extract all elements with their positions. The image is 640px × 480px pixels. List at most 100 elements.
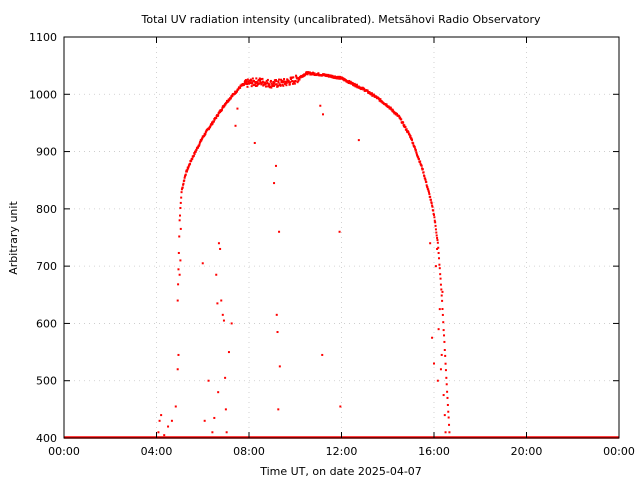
data-point (295, 74, 298, 77)
data-point (185, 170, 188, 173)
data-point (447, 416, 450, 419)
data-point (446, 403, 449, 406)
data-point (178, 235, 181, 238)
data-point (301, 75, 304, 78)
data-point (274, 83, 277, 86)
data-point (231, 94, 234, 97)
data-point (439, 273, 442, 276)
data-point (274, 79, 277, 82)
data-point (448, 431, 451, 434)
data-point (248, 82, 250, 85)
data-point (224, 103, 227, 106)
data-point (417, 158, 420, 161)
data-point (254, 82, 257, 85)
data-point (261, 81, 264, 84)
outlier-point (253, 141, 256, 144)
data-point (259, 79, 262, 82)
data-point (312, 73, 315, 76)
data-point (269, 79, 272, 82)
data-point (385, 103, 388, 106)
outlier-point (440, 353, 443, 356)
data-point (291, 80, 294, 83)
outlier-point (429, 242, 432, 245)
outlier-point (438, 308, 441, 311)
data-point (391, 108, 394, 111)
data-point (291, 76, 294, 79)
outlier-point (319, 104, 322, 107)
data-point (285, 80, 287, 83)
data-point (198, 142, 201, 145)
data-point (279, 84, 282, 87)
data-point (379, 98, 382, 101)
x-axis-label: Time UT, on date 2025-04-07 (259, 465, 422, 478)
data-point (333, 75, 336, 78)
x-tick-label: 00:00 (48, 445, 80, 458)
data-point (400, 118, 403, 121)
data-point (441, 299, 444, 302)
data-point (212, 120, 215, 123)
y-axis-label: Arbitrary unit (7, 201, 20, 275)
data-point (254, 84, 257, 87)
data-point (243, 81, 246, 84)
data-point (281, 83, 284, 86)
data-point (251, 77, 254, 80)
data-point (355, 85, 358, 88)
outlier-point (322, 113, 324, 116)
data-point (357, 85, 360, 88)
data-point (198, 144, 201, 147)
data-point (278, 78, 281, 81)
outlier-point (434, 265, 437, 268)
data-point (437, 252, 440, 254)
outlier-point (201, 262, 204, 265)
data-point (408, 133, 411, 136)
y-tick-label: 800 (36, 203, 57, 216)
data-point (422, 171, 425, 174)
outlier-point (321, 353, 324, 356)
data-point (229, 97, 232, 100)
data-point (448, 423, 451, 426)
data-point (313, 72, 316, 75)
data-point (403, 124, 406, 127)
data-point (211, 123, 214, 126)
data-point (183, 176, 186, 179)
outlier-point (357, 139, 360, 142)
outlier-point (211, 431, 214, 434)
data-point (412, 142, 415, 145)
data-point (441, 308, 444, 311)
data-point (363, 88, 366, 91)
data-point (425, 181, 428, 184)
data-point (286, 78, 289, 81)
data-point (410, 137, 413, 140)
outlier-point (179, 259, 182, 262)
data-point (189, 162, 192, 165)
data-point (433, 219, 436, 222)
data-point (187, 167, 190, 170)
y-tick-label: 600 (36, 317, 57, 330)
data-point (442, 321, 445, 324)
data-point (428, 193, 431, 196)
data-point (368, 91, 371, 94)
data-point (249, 82, 252, 85)
outlier-point (203, 419, 206, 422)
data-point (191, 157, 194, 160)
data-point (281, 81, 284, 84)
data-point (182, 183, 185, 186)
data-point (414, 149, 417, 152)
outlier-point (178, 273, 181, 276)
data-point (244, 79, 247, 82)
x-tick-label: 16:00 (418, 445, 450, 458)
data-point (221, 108, 224, 111)
outlier-point (441, 290, 444, 293)
data-point (317, 72, 320, 75)
data-point (236, 90, 239, 93)
data-point (284, 82, 287, 85)
data-point (239, 86, 242, 89)
data-point (248, 79, 251, 82)
data-point (434, 228, 437, 231)
data-point (429, 195, 432, 198)
data-point (277, 80, 280, 83)
data-point (272, 81, 275, 83)
data-point (413, 145, 416, 148)
